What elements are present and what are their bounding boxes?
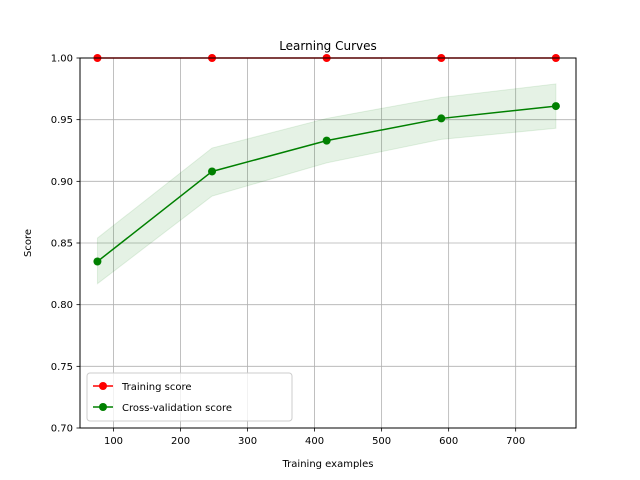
y-tick-label: 0.80: [51, 300, 73, 311]
y-tick-label: 0.95: [51, 115, 73, 126]
x-tick-label: 100: [104, 436, 123, 447]
y-tick-label: 1.00: [51, 54, 73, 65]
cross-validation-score-band: [96, 83, 557, 285]
x-tick-label: 400: [305, 436, 324, 447]
cross-validation-score-point: [322, 136, 331, 145]
y-tick-label: 0.75: [51, 362, 73, 373]
training-score-legend-label: Training score: [121, 382, 192, 393]
legend-box: [86, 372, 293, 422]
legend: Training score Cross-validation score: [86, 372, 293, 422]
cross-validation-score-point: [437, 114, 446, 123]
y-tick-label: 0.90: [51, 177, 73, 188]
x-tick-label: 200: [171, 436, 190, 447]
cross-validation-score-legend-marker: [99, 403, 107, 411]
x-tick-label: 700: [506, 436, 525, 447]
y-ticks: 0.70 0.75 0.80 0.85 0.90 0.95 1.00: [51, 54, 80, 435]
chart-title: Learning Curves: [279, 39, 377, 53]
x-tick-label: 500: [372, 436, 391, 447]
x-tick-label: 600: [439, 436, 458, 447]
y-tick-label: 0.70: [51, 424, 73, 435]
confidence-bands: [96, 57, 557, 285]
x-tick-label: 300: [238, 436, 257, 447]
x-axis-label: Training examples: [282, 459, 374, 470]
cross-validation-score-point: [208, 167, 217, 176]
y-axis-label: Score: [23, 229, 34, 257]
cross-validation-score-point: [551, 102, 560, 111]
training-score-legend-marker: [99, 382, 107, 390]
cross-validation-score-legend-label: Cross-validation score: [122, 403, 232, 414]
y-tick-label: 0.85: [51, 239, 73, 250]
x-ticks: 100 200 300 400 500 600 700: [104, 428, 525, 447]
cross-validation-score-point: [93, 257, 102, 266]
